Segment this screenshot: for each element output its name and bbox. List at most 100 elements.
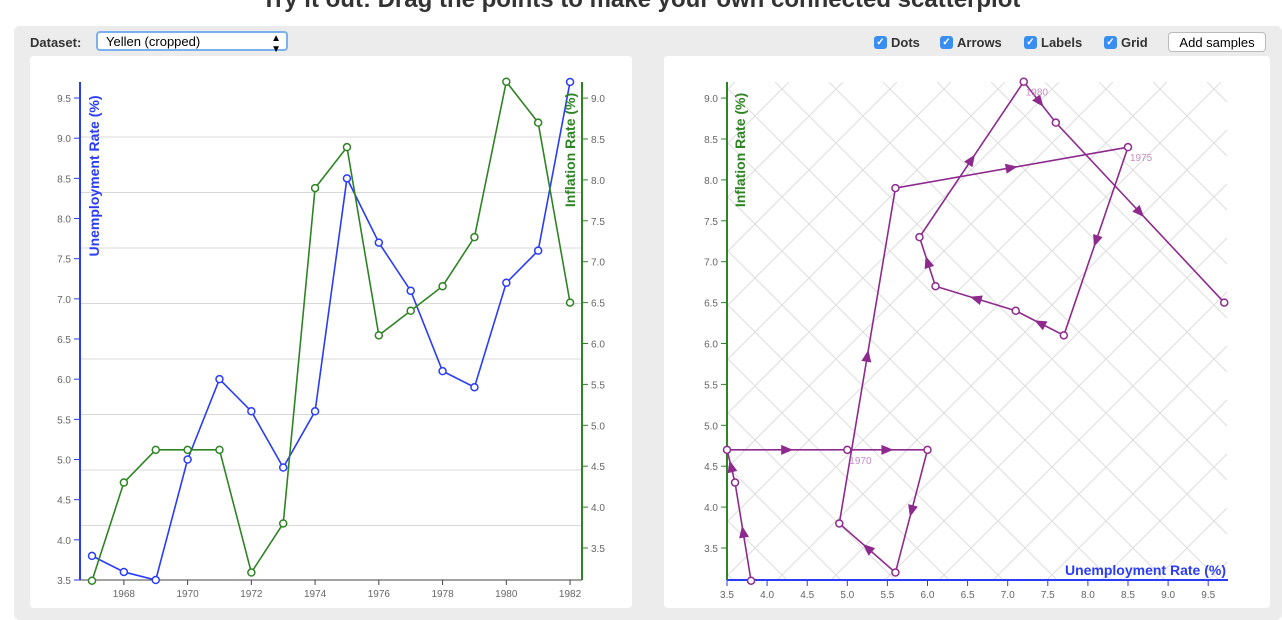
data-point[interactable]: [119, 567, 129, 577]
data-point[interactable]: [915, 232, 924, 242]
data-point[interactable]: [278, 519, 288, 528]
arrow-icon: [861, 349, 872, 363]
data-point[interactable]: [923, 445, 932, 455]
data-point[interactable]: [310, 407, 320, 416]
check-icon: ✓: [874, 36, 887, 49]
data-point[interactable]: [310, 183, 320, 193]
y-tick-label: 8.5: [591, 135, 605, 146]
y-tick-label: 6.5: [704, 299, 718, 310]
y-tick-label: 7.5: [591, 217, 605, 228]
data-point[interactable]: [438, 281, 447, 291]
data-point[interactable]: [1123, 142, 1133, 152]
data-point[interactable]: [470, 382, 479, 392]
data-point[interactable]: [406, 306, 415, 316]
data-point[interactable]: [931, 281, 940, 291]
data-point[interactable]: [1011, 306, 1020, 316]
data-point[interactable]: [565, 298, 575, 307]
data-point[interactable]: [342, 142, 352, 152]
y-tick-label: 4.5: [57, 496, 71, 507]
gridline: [1044, 82, 1227, 265]
data-point[interactable]: [533, 246, 543, 255]
unemployment-line: [91, 81, 571, 581]
data-point[interactable]: [247, 568, 256, 577]
data-point[interactable]: [183, 455, 192, 464]
data-point[interactable]: [119, 478, 129, 487]
data-point[interactable]: [342, 174, 352, 183]
data-point[interactable]: [374, 331, 384, 340]
y-tick-label: 7.0: [57, 295, 71, 306]
y-tick-label: 4.0: [591, 503, 605, 514]
gridline: [727, 82, 1006, 361]
x-tick-label: 3.5: [720, 590, 734, 601]
data-point[interactable]: [374, 238, 384, 247]
gridline: [938, 291, 1227, 580]
gridline: [181, 82, 681, 582]
data-point[interactable]: [438, 366, 447, 376]
dataset-select[interactable]: Yellen (cropped) ▲ ▼: [96, 31, 288, 55]
check-icon: ✓: [940, 36, 953, 49]
dots-checkbox[interactable]: ✓ Dots: [874, 35, 920, 50]
gridline: [727, 82, 844, 199]
data-point[interactable]: [835, 519, 844, 528]
x-tick-label: 9.0: [1161, 590, 1175, 601]
data-point[interactable]: [151, 445, 160, 455]
gridline: [727, 357, 950, 580]
data-point[interactable]: [278, 463, 288, 472]
y-tick-label: 8.0: [591, 176, 605, 187]
data-point[interactable]: [1051, 118, 1061, 127]
gridline: [1154, 507, 1227, 580]
arrow-icon: [969, 295, 983, 306]
gridline: [828, 82, 1227, 481]
arrows-label: Arrows: [957, 35, 1002, 50]
labels-checkbox[interactable]: ✓ Labels: [1024, 35, 1082, 50]
data-point[interactable]: [746, 576, 756, 585]
data-point[interactable]: [502, 77, 511, 86]
data-point[interactable]: [1219, 298, 1229, 307]
data-point[interactable]: [215, 445, 224, 455]
data-point[interactable]: [406, 286, 415, 296]
arrow-icon: [881, 444, 894, 455]
data-point[interactable]: [470, 232, 479, 242]
y-tick-label: 4.5: [704, 462, 718, 473]
gridline: [830, 183, 1227, 580]
data-point[interactable]: [891, 183, 900, 193]
data-point[interactable]: [722, 445, 732, 455]
arrow-icon: [1132, 204, 1145, 218]
y-tick-label: 3.5: [591, 544, 605, 555]
data-point[interactable]: [533, 118, 543, 127]
gridline: [1046, 399, 1227, 580]
gridline: [936, 82, 1227, 373]
x-tick-label: 1968: [113, 589, 136, 600]
point-label: 1975: [1130, 153, 1153, 164]
data-point[interactable]: [1019, 77, 1028, 86]
data-point[interactable]: [183, 445, 192, 455]
data-point[interactable]: [247, 407, 256, 416]
arrows-checkbox[interactable]: ✓ Arrows: [940, 35, 1002, 50]
grid-checkbox[interactable]: ✓ Grid: [1104, 35, 1148, 50]
data-point[interactable]: [502, 278, 511, 288]
data-point[interactable]: [891, 568, 900, 577]
arrow-icon: [727, 460, 738, 474]
arrow-icon: [908, 504, 918, 517]
inflation-axis-label: Inflation Rate (%): [562, 93, 578, 207]
arrow-icon: [964, 154, 975, 168]
data-point[interactable]: [87, 551, 97, 561]
arrow-icon: [862, 544, 876, 556]
data-point[interactable]: [215, 374, 224, 384]
connected-scatter-panel: [664, 56, 1270, 608]
y-tick-label: 5.0: [704, 421, 718, 432]
y-tick-label: 7.5: [704, 217, 718, 228]
y-tick-label: 8.5: [704, 135, 718, 146]
x-tick-label: 8.5: [1121, 590, 1135, 601]
add-samples-button[interactable]: Add samples: [1168, 32, 1266, 52]
labels-label: Labels: [1041, 35, 1083, 50]
data-point[interactable]: [565, 77, 575, 87]
y-tick-label: 4.0: [57, 536, 71, 547]
y-tick-label: 9.0: [591, 94, 605, 105]
data-point[interactable]: [843, 445, 852, 455]
data-point[interactable]: [87, 576, 97, 585]
data-point[interactable]: [151, 575, 160, 585]
data-point[interactable]: [1059, 331, 1069, 340]
data-point[interactable]: [730, 478, 740, 487]
